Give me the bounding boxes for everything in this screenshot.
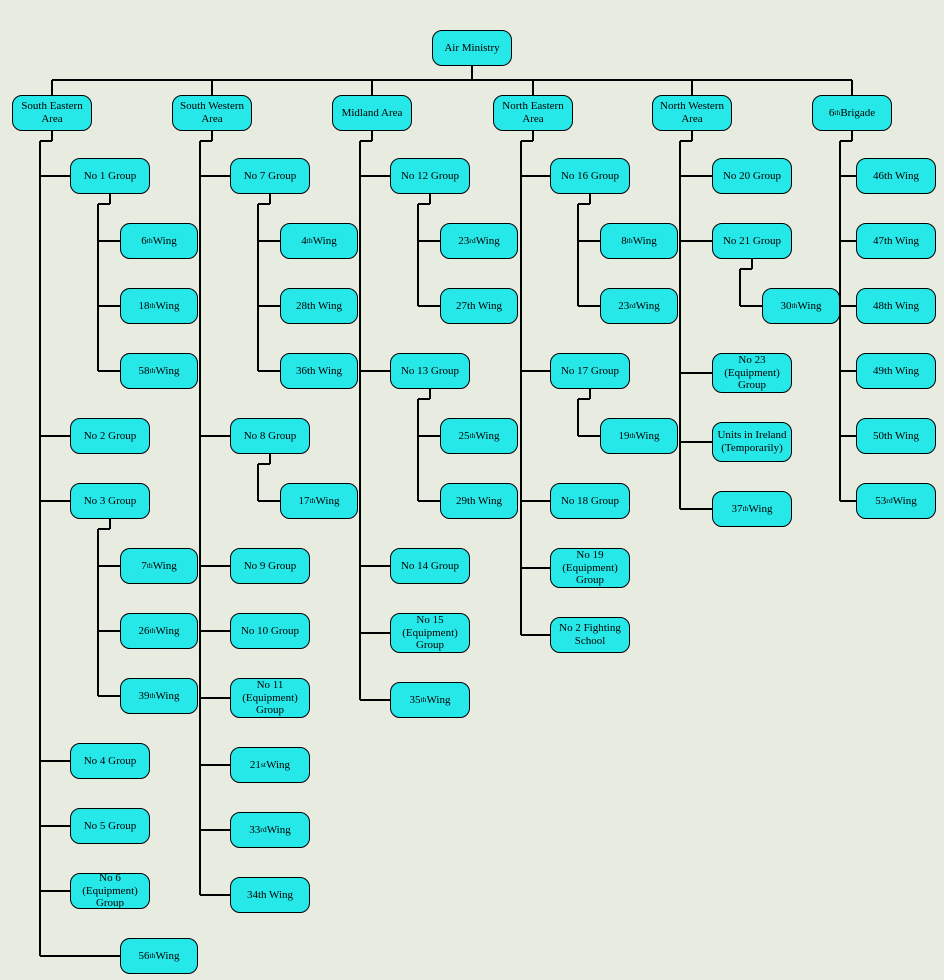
node-w46: 46th Wing: [856, 158, 936, 194]
node-w34: 34th Wing: [230, 877, 310, 913]
node-g2: No 2 Group: [70, 418, 150, 454]
node-g18: No 18 Group: [550, 483, 630, 519]
node-nw: North Western Area: [652, 95, 732, 131]
node-g17: No 17 Group: [550, 353, 630, 389]
node-g23: No 23 (Equipment) Group: [712, 353, 792, 393]
node-w58: 58th Wing: [120, 353, 198, 389]
node-w19: 19th Wing: [600, 418, 678, 454]
node-w26: 26th Wing: [120, 613, 198, 649]
node-w25: 25th Wing: [440, 418, 518, 454]
node-w50: 50th Wing: [856, 418, 936, 454]
node-w8: 8th Wing: [600, 223, 678, 259]
node-w33: 33rd Wing: [230, 812, 310, 848]
node-g21: No 21 Group: [712, 223, 792, 259]
node-g11: No 11 (Equipment) Group: [230, 678, 310, 718]
node-g9: No 9 Group: [230, 548, 310, 584]
node-w47: 47th Wing: [856, 223, 936, 259]
node-w53: 53rd Wing: [856, 483, 936, 519]
node-b6: 6th Brigade: [812, 95, 892, 131]
node-g1: No 1 Group: [70, 158, 150, 194]
node-w48: 48th Wing: [856, 288, 936, 324]
node-w29: 29th Wing: [440, 483, 518, 519]
node-w49: 49th Wing: [856, 353, 936, 389]
node-g6: No 6 (Equipment) Group: [70, 873, 150, 909]
node-uir: Units in Ireland (Temporarily): [712, 422, 792, 462]
node-g5: No 5 Group: [70, 808, 150, 844]
node-w23: 23rd Wing: [440, 223, 518, 259]
node-g3: No 3 Group: [70, 483, 150, 519]
node-g12: No 12 Group: [390, 158, 470, 194]
node-root: Air Ministry: [432, 30, 512, 66]
node-w17: 17th Wing: [280, 483, 358, 519]
node-fs2: No 2 Fighting School: [550, 617, 630, 653]
node-w23b: 23rd Wing: [600, 288, 678, 324]
node-w7: 7th Wing: [120, 548, 198, 584]
node-g13: No 13 Group: [390, 353, 470, 389]
node-g10: No 10 Group: [230, 613, 310, 649]
node-mid: Midland Area: [332, 95, 412, 131]
node-g4: No 4 Group: [70, 743, 150, 779]
node-g16: No 16 Group: [550, 158, 630, 194]
node-w36: 36th Wing: [280, 353, 358, 389]
node-g7: No 7 Group: [230, 158, 310, 194]
node-se: South Eastern Area: [12, 95, 92, 131]
node-g14: No 14 Group: [390, 548, 470, 584]
node-g19: No 19 (Equipment) Group: [550, 548, 630, 588]
node-w37: 37th Wing: [712, 491, 792, 527]
node-w30: 30th Wing: [762, 288, 840, 324]
node-sw: South Western Area: [172, 95, 252, 131]
node-ne: North Eastern Area: [493, 95, 573, 131]
node-w18: 18th Wing: [120, 288, 198, 324]
node-w35: 35th Wing: [390, 682, 470, 718]
node-w56: 56th Wing: [120, 938, 198, 974]
node-w21: 21st Wing: [230, 747, 310, 783]
node-w39: 39th Wing: [120, 678, 198, 714]
node-w27: 27th Wing: [440, 288, 518, 324]
node-w4: 4th Wing: [280, 223, 358, 259]
node-g20: No 20 Group: [712, 158, 792, 194]
node-w6: 6th Wing: [120, 223, 198, 259]
node-g15: No 15 (Equipment) Group: [390, 613, 470, 653]
node-g8: No 8 Group: [230, 418, 310, 454]
node-w28: 28th Wing: [280, 288, 358, 324]
